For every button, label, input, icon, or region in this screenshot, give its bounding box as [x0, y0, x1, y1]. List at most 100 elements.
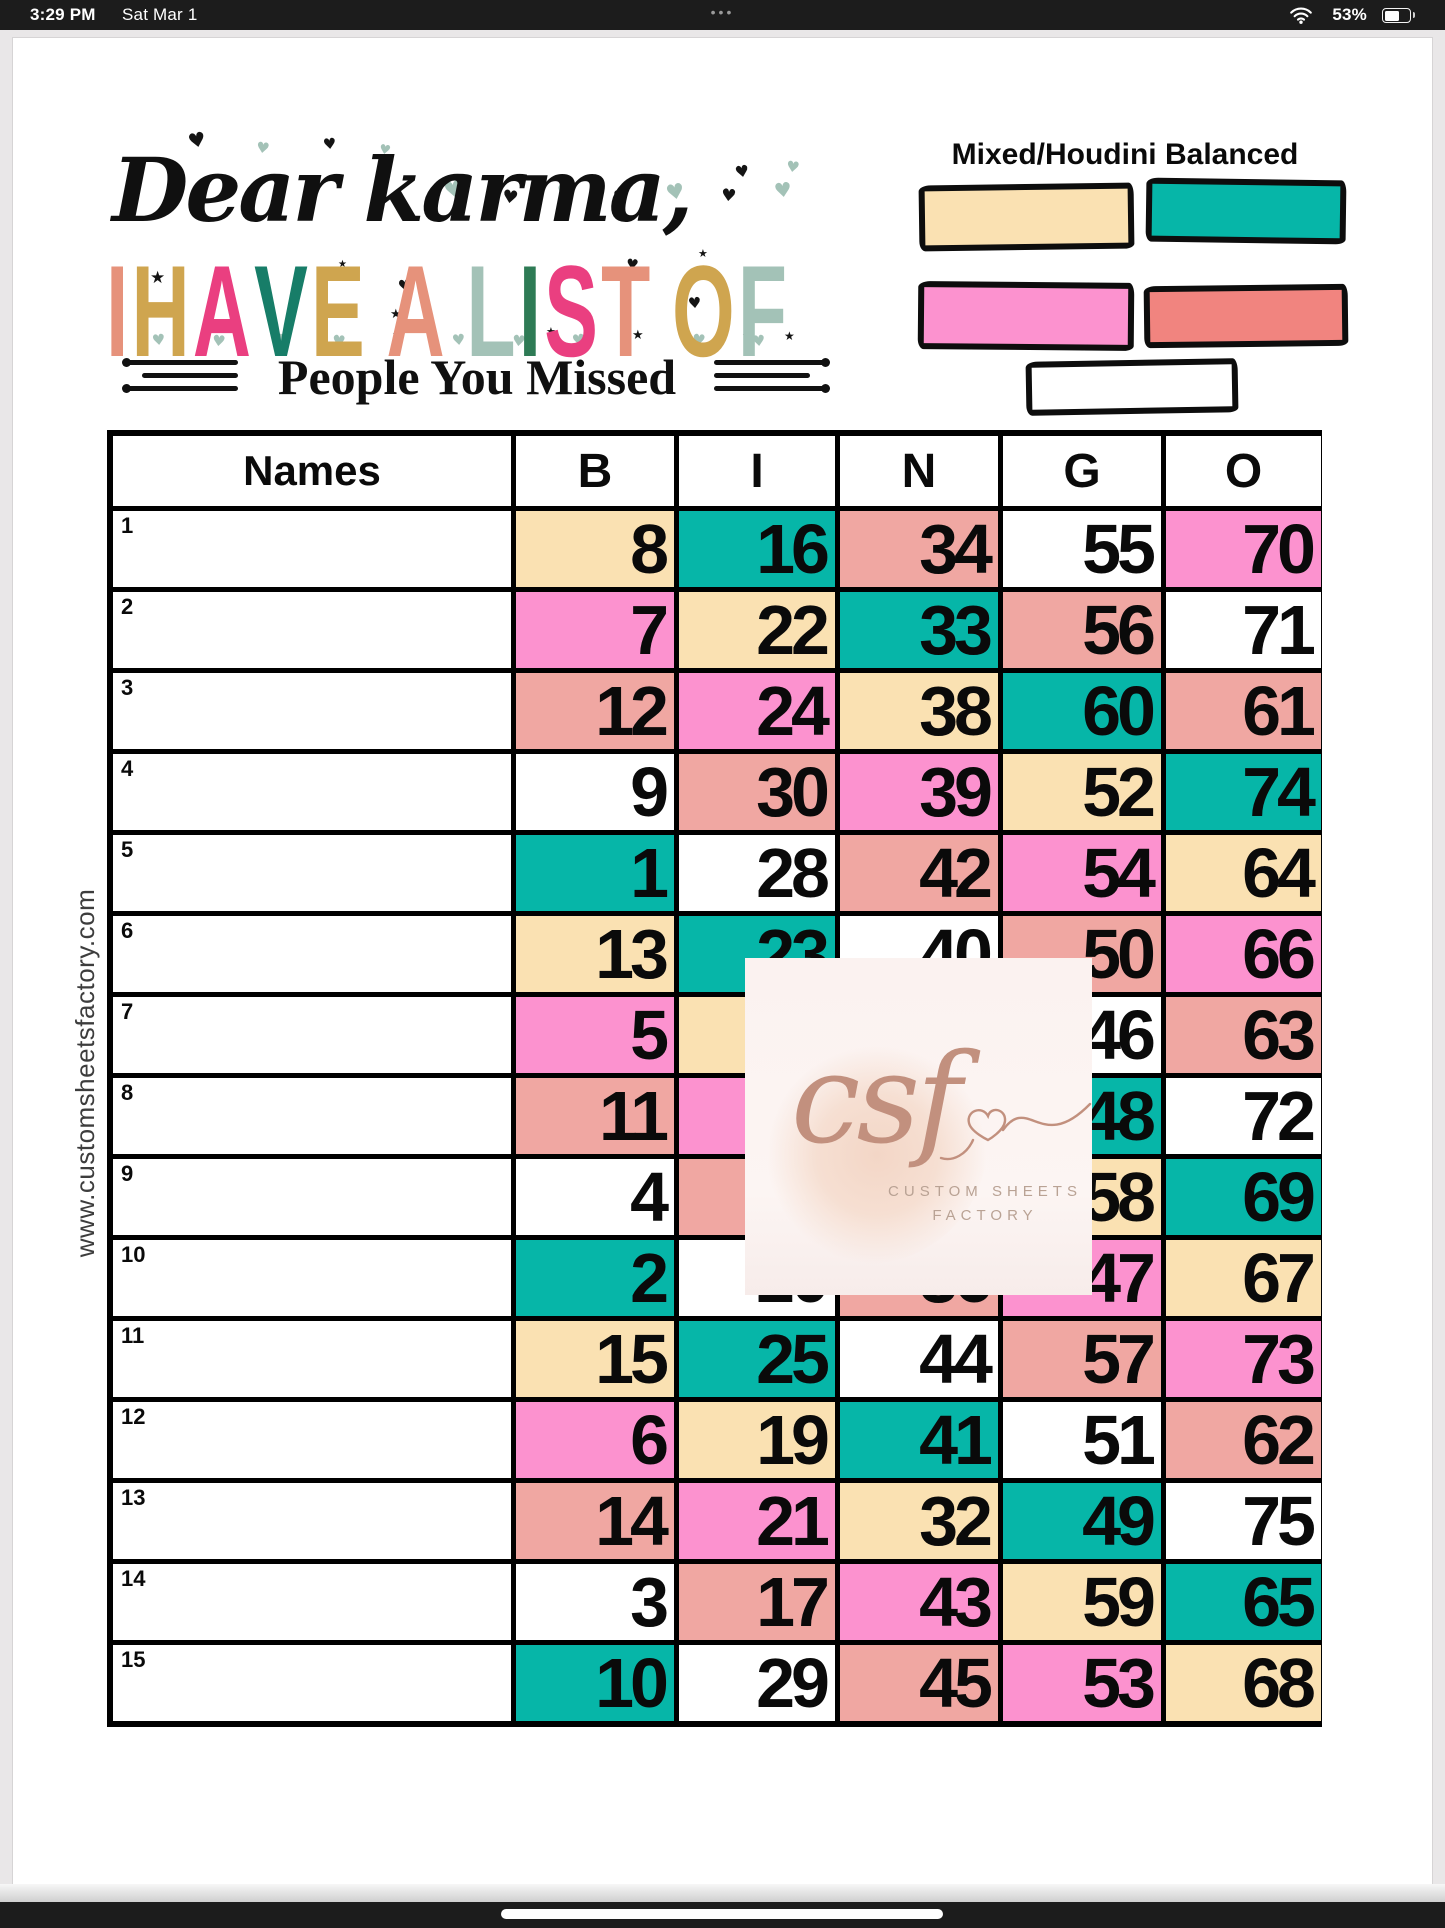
csf-logo-overlay: csf CUSTOM SHEETS FACTORY: [745, 958, 1092, 1295]
bingo-cell-i-row-4: 30: [679, 753, 835, 831]
bottom-bar: [0, 1902, 1445, 1928]
star-icon: ★: [390, 307, 402, 322]
bingo-cell-o-row-10: 67: [1166, 1239, 1321, 1317]
legend-title: Mixed/Houdini Balanced: [951, 138, 1299, 171]
bingo-cell-o-row-3: 61: [1166, 672, 1321, 750]
star-icon: ★: [632, 328, 644, 343]
heart-icon: ♥: [772, 176, 794, 204]
scrollbar-thumb[interactable]: [501, 1909, 943, 1919]
star-icon: ★: [338, 259, 347, 270]
name-cell-row-13[interactable]: 13: [113, 1483, 511, 1559]
legend-swatch-teal: [1145, 177, 1347, 245]
name-cell-row-2[interactable]: 2: [113, 592, 511, 668]
name-cell-row-6[interactable]: 6: [113, 916, 511, 992]
name-cell-row-1[interactable]: 1: [113, 511, 511, 587]
name-cell-row-11[interactable]: 11: [113, 1321, 511, 1397]
row-number: 10: [121, 1242, 146, 1267]
bingo-cell-n-row-5: 42: [840, 834, 998, 912]
bingo-cell-n-row-2: 33: [840, 591, 998, 669]
bingo-cell-b-row-9: 4: [516, 1158, 674, 1236]
row-number: 12: [121, 1404, 146, 1429]
bingo-cell-g-row-3: 60: [1003, 672, 1161, 750]
bingo-cell-b-row-15: 10: [516, 1644, 674, 1722]
bingo-cell-n-row-14: 43: [840, 1563, 998, 1641]
name-cell-row-9[interactable]: 9: [113, 1159, 511, 1235]
star-icon: ★: [150, 268, 166, 288]
bingo-cell-n-row-15: 45: [840, 1644, 998, 1722]
heart-swash-icon: [939, 1102, 1092, 1161]
subtitle-right-lines-decoration: [714, 358, 830, 399]
name-cell-row-14[interactable]: 14: [113, 1564, 511, 1640]
bingo-cell-b-row-4: 9: [516, 753, 674, 831]
bingo-cell-b-row-10: 2: [516, 1239, 674, 1317]
bingo-cell-i-row-3: 24: [679, 672, 835, 750]
column-header-g: G: [1003, 436, 1161, 506]
bingo-cell-g-row-11: 57: [1003, 1320, 1161, 1398]
bingo-cell-b-row-6: 13: [516, 915, 674, 993]
logo-wordmark: CUSTOM SHEETS FACTORY: [885, 1180, 1085, 1228]
bingo-cell-n-row-3: 38: [840, 672, 998, 750]
bingo-cell-i-row-15: 29: [679, 1644, 835, 1722]
star-icon: ★: [698, 247, 708, 260]
name-cell-row-12[interactable]: 12: [113, 1402, 511, 1478]
battery-percent: 53%: [1332, 5, 1367, 24]
bingo-cell-g-row-4: 52: [1003, 753, 1161, 831]
row-number: 13: [121, 1485, 146, 1510]
row-number: 4: [121, 756, 134, 781]
bingo-cell-o-row-5: 64: [1166, 834, 1321, 912]
bingo-cell-o-row-12: 62: [1166, 1401, 1321, 1479]
row-number: 8: [121, 1080, 134, 1105]
legend-swatch-pink: [917, 281, 1135, 351]
csf-monogram: csf: [791, 1028, 962, 1172]
legend-swatch-white: [1025, 358, 1239, 416]
wifi-icon: [1289, 7, 1313, 29]
name-cell-row-8[interactable]: 8: [113, 1078, 511, 1154]
column-header-b: B: [516, 436, 674, 506]
bingo-cell-g-row-15: 53: [1003, 1644, 1161, 1722]
legend-swatch-coral: [1143, 283, 1349, 349]
title-letter: F: [737, 238, 791, 384]
bingo-cell-b-row-11: 15: [516, 1320, 674, 1398]
name-cell-row-15[interactable]: 15: [113, 1645, 511, 1721]
bingo-cell-o-row-13: 75: [1166, 1482, 1321, 1560]
heart-icon: ♥: [720, 185, 738, 207]
name-cell-row-3[interactable]: 3: [113, 673, 511, 749]
row-number: 11: [121, 1323, 145, 1348]
title-letter: I: [106, 238, 132, 384]
row-number: 3: [121, 675, 134, 700]
bingo-cell-o-row-4: 74: [1166, 753, 1321, 831]
bingo-cell-i-row-12: 19: [679, 1401, 835, 1479]
title-sub-line: People You Missed: [277, 349, 677, 405]
title-letter: E: [310, 238, 368, 384]
name-cell-row-10[interactable]: 10: [113, 1240, 511, 1316]
bingo-cell-o-row-2: 71: [1166, 591, 1321, 669]
bingo-cell-o-row-14: 65: [1166, 1563, 1321, 1641]
row-number: 9: [121, 1161, 134, 1186]
bingo-table: Names B I N G O 1 8 16 34 55 70 2 7 22 33 56 71 3 12 24 38 60 6…: [107, 430, 1322, 1727]
bingo-cell-b-row-14: 3: [516, 1563, 674, 1641]
bingo-cell-n-row-1: 34: [840, 510, 998, 588]
bingo-cell-g-row-12: 51: [1003, 1401, 1161, 1479]
watercolor-blob: [767, 1046, 987, 1264]
name-cell-row-4[interactable]: 4: [113, 754, 511, 830]
star-icon: ★: [742, 329, 754, 344]
name-cell-row-5[interactable]: 5: [113, 835, 511, 911]
bingo-cell-o-row-11: 73: [1166, 1320, 1321, 1398]
heart-icon: ♥: [733, 160, 751, 183]
title-letter: O: [672, 238, 738, 384]
bingo-cell-o-row-9: 69: [1166, 1158, 1321, 1236]
row-number: 14: [121, 1566, 146, 1591]
bingo-cell-o-row-7: 63: [1166, 996, 1321, 1074]
name-cell-row-7[interactable]: 7: [113, 997, 511, 1073]
logo-line2: FACTORY: [932, 1207, 1038, 1224]
row-number: 7: [121, 999, 134, 1024]
bingo-cell-g-row-14: 59: [1003, 1563, 1161, 1641]
subtitle-left-lines-decoration: [122, 358, 238, 399]
bingo-cell-b-row-12: 6: [516, 1401, 674, 1479]
star-icon: ★: [784, 329, 795, 343]
column-header-names: Names: [113, 436, 511, 506]
watermark-url: www.customsheetsfactory.com: [70, 888, 100, 1258]
bingo-cell-n-row-12: 41: [840, 1401, 998, 1479]
bingo-cell-g-row-5: 54: [1003, 834, 1161, 912]
